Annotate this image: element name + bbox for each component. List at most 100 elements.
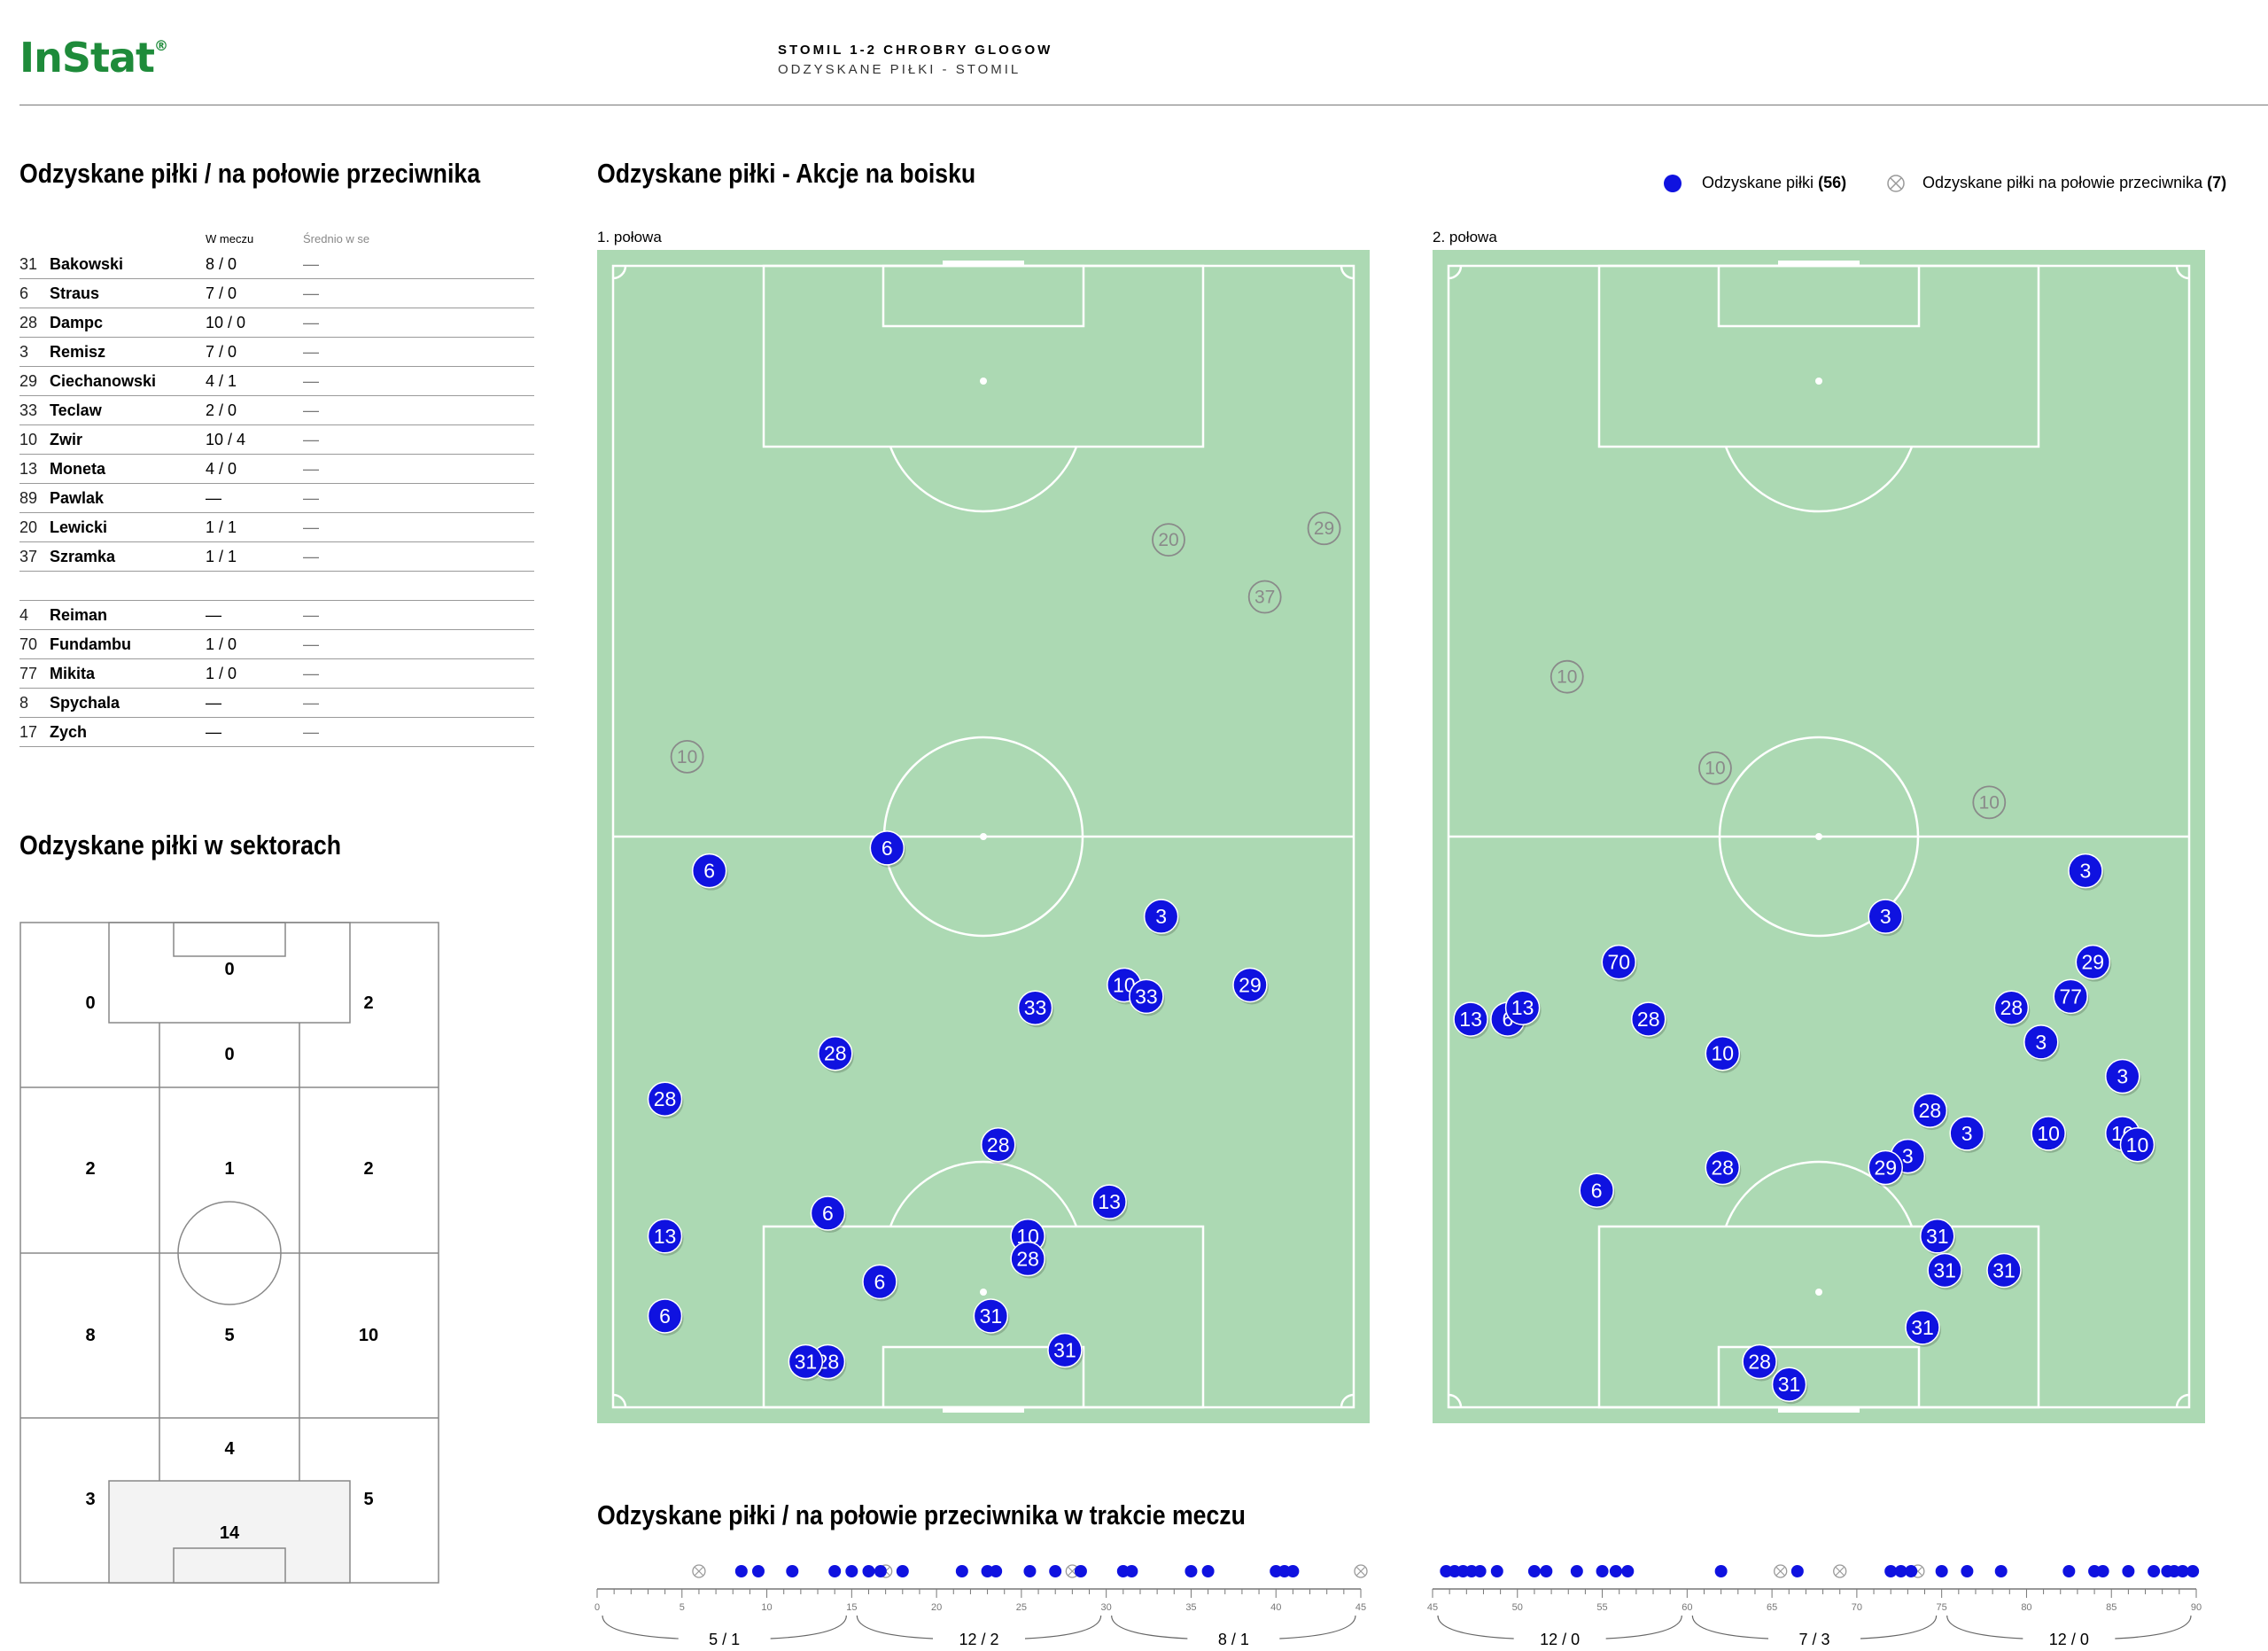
recovery-marker-label: 6 [874, 1270, 886, 1293]
recovery-marker: 6 [691, 853, 728, 891]
legend-opp-half-icon [1887, 175, 1905, 192]
timeline-tick-label: 40 [1270, 1602, 1281, 1613]
recovery-marker-dot [2053, 978, 2088, 1015]
timeline-recovery-dot [862, 1565, 875, 1577]
timeline-opp-half-cross [1356, 1567, 1365, 1576]
timeline-recovery-dot [1609, 1565, 1622, 1577]
player-name: Mikita [50, 658, 206, 689]
timeline-recovery-dot [1490, 1565, 1503, 1577]
player-number: 89 [19, 483, 50, 513]
player-name: Fundambu [50, 629, 206, 659]
opp-half-marker-circle [670, 739, 704, 774]
player-row: 17 Zych — — [19, 717, 534, 747]
sector-value: 0 [85, 993, 95, 1013]
timeline-opp-half-marker [692, 1564, 706, 1578]
player-number: 17 [19, 717, 50, 747]
recovery-marker-label: 6 [822, 1202, 834, 1225]
recovery-marker-dot [810, 1195, 846, 1231]
recovery-marker-dot [2105, 1058, 2140, 1094]
recovery-marker: 10 [1705, 1035, 1742, 1073]
timeline-segment-brace [1111, 1615, 1356, 1639]
recovery-marker: 3 [2068, 853, 2104, 891]
sectors-top-goal-area [173, 922, 286, 957]
recovery-marker: 33 [1017, 990, 1054, 1028]
recovery-marker-dot [647, 1298, 683, 1334]
recovery-marker-dot [2075, 944, 2111, 980]
pitch-penalty-arc-top [889, 446, 1078, 513]
timeline-segment-label: 12 / 0 [2049, 1631, 2089, 1648]
half2-label: 2. połowa [1433, 229, 1497, 245]
sector-value: 14 [220, 1523, 240, 1543]
player-number: 70 [19, 629, 50, 659]
recovery-marker-label: 28 [1748, 1350, 1771, 1373]
player-row: 6 Straus 7 / 0— [19, 278, 534, 308]
timeline-tick-label: 70 [1852, 1602, 1862, 1613]
timeline-recovery-dot [1023, 1565, 1037, 1577]
recovery-marker: 31 [1771, 1367, 1808, 1405]
player-number: 77 [19, 658, 50, 689]
recovery-marker-label: 28 [824, 1042, 847, 1065]
player-number: 8 [19, 688, 50, 718]
recovery-marker-label: 31 [1778, 1373, 1801, 1396]
timeline-tick-label: 5 [680, 1602, 685, 1613]
match-title: STOMIL 1-2 CHROBRY GLOGOW [778, 43, 1053, 58]
sector-value: 10 [359, 1326, 378, 1345]
player-name: Zych [50, 717, 206, 747]
pitch-corner-arc [612, 1393, 627, 1408]
timeline-recovery-dot [751, 1565, 765, 1577]
timeline-recovery-dot [1935, 1565, 1948, 1577]
opp-half-marker-circle [1698, 751, 1732, 785]
recovery-marker: 28 [1912, 1093, 1949, 1131]
timeline-tick-label: 55 [1596, 1602, 1607, 1613]
timeline-segment-brace [1437, 1615, 1682, 1639]
player-name: Zwir [50, 424, 206, 455]
recovery-marker: 28 [1742, 1343, 1779, 1382]
opp-half-marker-circle [1152, 523, 1185, 557]
timeline-recovery-dot [990, 1565, 1003, 1577]
recovery-marker-dot [2068, 853, 2103, 889]
player-match-value: 4 / 0 [206, 454, 303, 484]
col-header-avg: Średnio w se [303, 232, 370, 245]
player-row: 29 Ciechanowski 4 / 1— [19, 366, 534, 396]
player-row: 4 Reiman — — [19, 600, 534, 630]
timeline-recovery-dot [1473, 1565, 1487, 1577]
opp-half-marker-circle [1550, 659, 1584, 694]
timeline-recovery-dot [1596, 1565, 1609, 1577]
col-header-match: W meczu [206, 232, 254, 245]
player-row: 8 Spychala — — [19, 688, 534, 718]
recovery-marker: 6 [869, 830, 906, 868]
opp-half-marker-circle [1972, 785, 2007, 820]
timeline-recovery-dot [2148, 1565, 2161, 1577]
recovery-marker-label: 29 [2082, 951, 2105, 974]
recovery-marker-dot [2119, 1127, 2155, 1163]
timeline-recovery-dot [1049, 1565, 1062, 1577]
recovery-marker-dot [1771, 1367, 1807, 1402]
recovery-marker: 31 [1047, 1332, 1084, 1370]
player-name: Spychala [50, 688, 206, 718]
recovery-marker-label: 3 [1880, 905, 1891, 928]
timeline-recovery-dot [1790, 1565, 1804, 1577]
recovery-marker: 10 [2119, 1127, 2156, 1164]
recovery-marker-label: 33 [1135, 985, 1158, 1008]
timeline-recovery-dot [2096, 1565, 2109, 1577]
timeline-half1: 0 5 10 15 20 25 30 35 40 45 5 / 1 12 / 2 8 / 1 [594, 1564, 1368, 1648]
player-number: 6 [19, 278, 50, 308]
timeline-recovery-dot [1116, 1565, 1130, 1577]
recovery-marker-dot [1017, 990, 1053, 1025]
timeline-segment-brace [1691, 1615, 1938, 1639]
timeline-recovery-dot [1905, 1565, 1918, 1577]
player-name: Szramka [50, 541, 206, 572]
recovery-marker-label: 28 [2000, 996, 2023, 1019]
timeline-recovery-dot [1961, 1565, 1974, 1577]
timeline-opp-half-cross [1775, 1567, 1785, 1576]
recovery-marker-label: 6 [882, 837, 893, 860]
player-average: — [303, 717, 534, 747]
recovery-marker: 29 [1232, 967, 1269, 1005]
timeline-recovery-dot [1125, 1565, 1138, 1577]
player-row: 13 Moneta 4 / 0— [19, 454, 534, 484]
player-number: 33 [19, 395, 50, 425]
pitch-corner-arc [1340, 265, 1355, 280]
recovery-marker-label: 31 [1926, 1225, 1949, 1248]
sector-value: 5 [363, 1490, 373, 1509]
timeline-opp-half-marker [1354, 1564, 1368, 1578]
